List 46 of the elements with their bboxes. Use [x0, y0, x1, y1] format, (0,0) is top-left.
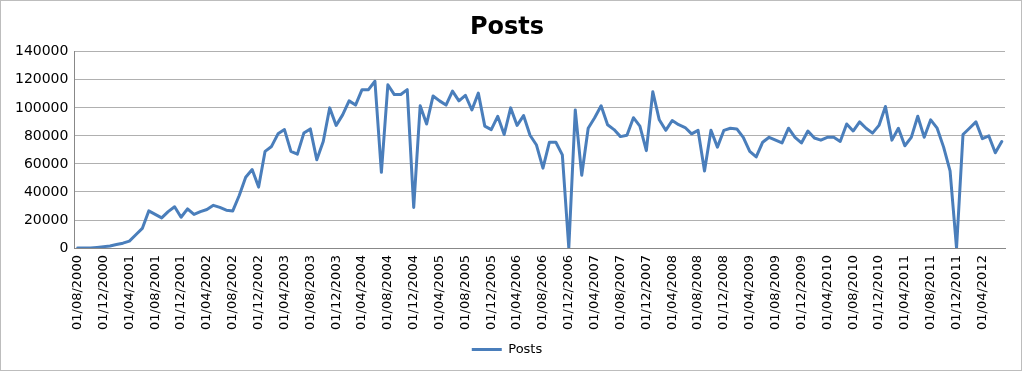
x-tick-label: 01/04/2003 [275, 255, 291, 331]
x-tick-label: 01/04/2012 [973, 255, 989, 331]
x-tick-label: 01/12/2005 [482, 255, 498, 331]
x-tick-label: 01/12/2000 [94, 255, 110, 331]
y-tick-label: 140000 [14, 42, 69, 59]
x-tick-label: 01/12/2010 [870, 255, 886, 331]
x-tick-label: 01/08/2007 [611, 255, 627, 331]
x-tick-label: 01/12/2008 [715, 255, 731, 331]
x-tick-label: 01/04/2006 [508, 255, 524, 331]
y-tick-label: 0 [59, 238, 69, 255]
x-tick-label: 01/08/2001 [146, 255, 162, 331]
x-tick-label: 01/08/2009 [766, 255, 782, 331]
x-tick-label: 01/08/2005 [456, 255, 472, 331]
x-tick-label: 01/12/2004 [405, 255, 421, 331]
x-tick-label: 01/08/2008 [689, 255, 705, 331]
x-tick-label: 01/12/2009 [792, 255, 808, 331]
chart-title: Posts [469, 11, 545, 40]
y-tick-label: 80000 [23, 126, 69, 143]
x-tick-label: 01/08/2003 [301, 255, 317, 331]
x-tick-label: 01/12/2003 [327, 255, 343, 331]
legend-label: Posts [508, 340, 543, 356]
y-tick-label: 100000 [14, 98, 69, 115]
y-tick-label: 120000 [14, 70, 69, 87]
y-tick-label: 20000 [23, 210, 69, 227]
x-tick-label: 01/08/2011 [922, 255, 938, 331]
x-tick-label: 01/08/2010 [844, 255, 860, 331]
x-tick-label: 01/12/2002 [249, 255, 265, 331]
x-tick-label: 01/08/2004 [379, 255, 395, 331]
x-tick-label: 01/04/2007 [586, 255, 602, 331]
x-tick-label: 01/08/2006 [534, 255, 550, 331]
y-tick-label: 40000 [23, 182, 69, 199]
x-tick-label: 01/04/2002 [198, 255, 214, 331]
y-tick-label: 60000 [23, 154, 69, 171]
x-tick-label: 01/08/2002 [224, 255, 240, 331]
x-tick-label: 01/04/2008 [663, 255, 679, 331]
x-tick-label: 01/04/2005 [430, 255, 446, 331]
x-tick-label: 01/04/2009 [741, 255, 757, 331]
x-tick-label: 01/04/2010 [818, 255, 834, 331]
x-tick-label: 01/12/2011 [947, 255, 963, 331]
x-tick-label: 01/04/2004 [353, 255, 369, 331]
x-tick-label: 01/08/2000 [69, 255, 85, 331]
x-tick-label: 01/04/2011 [896, 255, 912, 331]
x-tick-label: 01/12/2007 [637, 255, 653, 331]
x-tick-label: 01/12/2001 [172, 255, 188, 331]
x-tick-label: 01/12/2006 [560, 255, 576, 331]
x-tick-label: 01/04/2001 [120, 255, 136, 331]
